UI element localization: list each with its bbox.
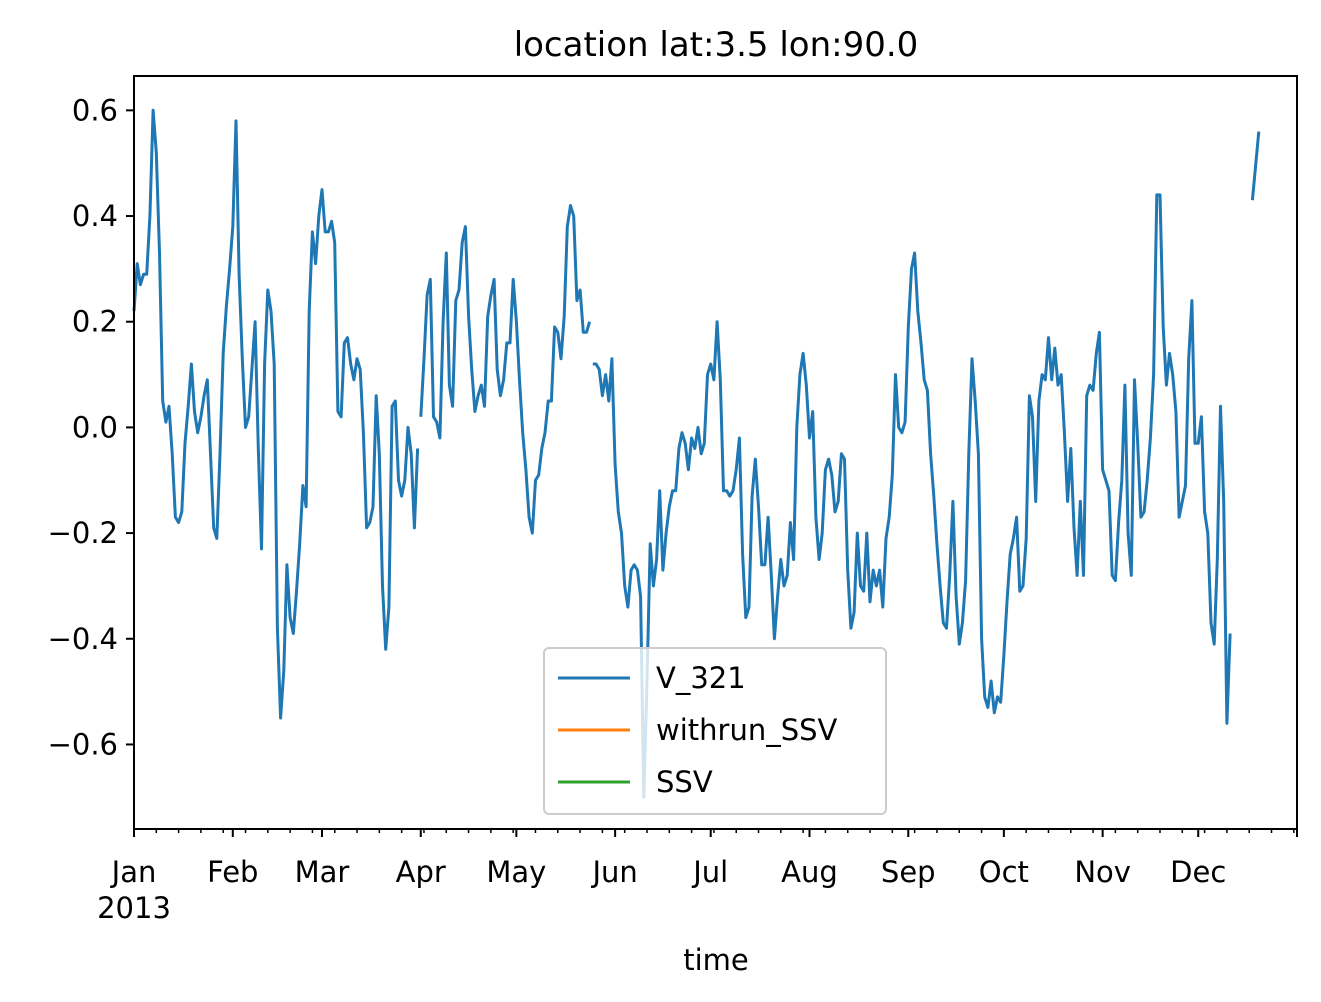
- x-tick-label: Jun: [590, 855, 637, 889]
- series-layer: [132, 108, 1261, 799]
- x-tick-label: Nov: [1074, 855, 1131, 889]
- y-tick-label: −0.2: [48, 516, 118, 550]
- plot-area-frame: [133, 75, 1298, 830]
- legend-label: SSV: [656, 765, 713, 799]
- series-line-v-321: [592, 193, 1232, 799]
- x-tick-label: Dec: [1170, 855, 1226, 889]
- y-tick-label: 0.2: [72, 305, 118, 339]
- y-tick-label: 0.0: [72, 410, 118, 444]
- y-tick-label: 0.4: [72, 199, 118, 233]
- legend-label: withrun_SSV: [656, 713, 838, 747]
- y-tick-label: 0.6: [72, 93, 118, 127]
- legend: V_321 withrun_SSV SSV: [543, 647, 887, 815]
- x-tick-label: Sep: [881, 855, 936, 889]
- x-tick-label: Mar: [295, 855, 350, 889]
- series-line-v-321: [1250, 131, 1261, 201]
- legend-box: [543, 647, 887, 815]
- x-tick-label: May: [486, 855, 546, 889]
- legend-label: V_321: [656, 661, 746, 695]
- x-tick-label: Aug: [781, 855, 838, 889]
- x-tick-sublabel: 2013: [97, 891, 171, 925]
- x-tick-label: Jan: [110, 855, 157, 889]
- x-tick-label: Jul: [691, 855, 728, 889]
- y-tick-label: −0.4: [48, 622, 118, 656]
- chart-title: location lat:3.5 lon:90.0: [514, 25, 919, 65]
- series-line-v-321: [132, 108, 420, 720]
- x-tick-label: Oct: [979, 855, 1029, 889]
- y-axis: 0.6 0.4 0.2 0.0 −0.2 −0.4 −0.6: [48, 93, 134, 761]
- x-axis-label: time: [683, 943, 749, 977]
- x-tick-label: Apr: [396, 855, 446, 889]
- y-tick-label: −0.6: [48, 727, 118, 761]
- series-line-v-321: [419, 204, 592, 535]
- x-tick-label: Feb: [207, 855, 258, 889]
